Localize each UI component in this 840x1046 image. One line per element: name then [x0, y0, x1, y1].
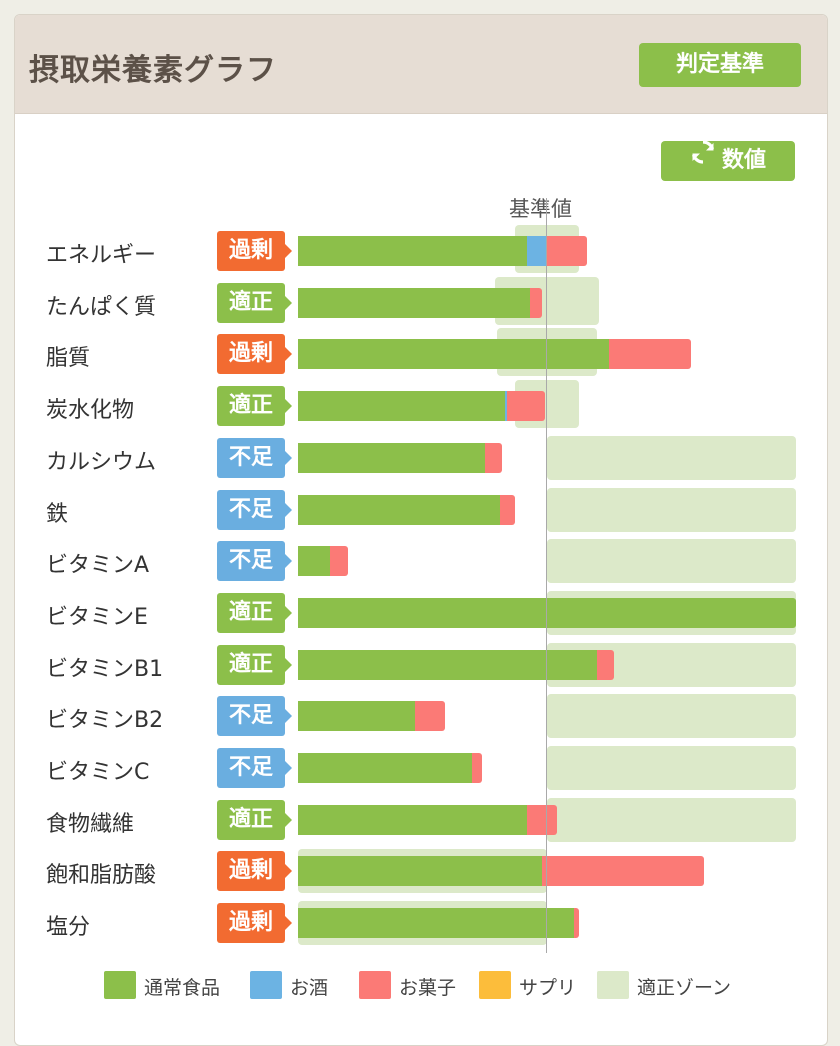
- appropriate-zone: [547, 797, 796, 842]
- bar-segment-normal: [298, 236, 528, 266]
- legend-label-normal: 通常食品: [144, 977, 221, 999]
- status-badge: 不足: [217, 489, 292, 530]
- chart-row: 脂質 過剰: [15, 328, 827, 384]
- category-label: ビタミンA: [46, 553, 150, 579]
- bar-segment-snacks: [547, 236, 587, 266]
- bar-segment-normal: [298, 856, 543, 887]
- criteria-button[interactable]: 判定基準: [639, 43, 801, 87]
- bar-segment-snacks: [574, 908, 580, 939]
- legend-swatch-snacks: [359, 971, 391, 999]
- legend-swatch-zone: [597, 971, 629, 999]
- category-label: エネルギー: [46, 243, 157, 268]
- chart-row: ビタミンE 適正: [15, 590, 827, 643]
- bar-segment-normal: [298, 908, 575, 939]
- bar-segment-snacks: [484, 442, 503, 473]
- category-label: 飽和脂肪酸: [46, 863, 157, 889]
- bar-segment-normal: [298, 442, 485, 473]
- category-label: 塩分: [46, 915, 91, 941]
- category-label: カルシウム: [46, 449, 157, 475]
- bar-segment-normal: [298, 649, 597, 680]
- status-badge: 適正: [217, 592, 292, 633]
- category-label: たんぱく質: [46, 294, 157, 320]
- bar-segment-snacks: [596, 649, 615, 680]
- value-button-label: 数値: [721, 148, 766, 173]
- bar-segment-snacks: [609, 339, 692, 370]
- chart-row: ビタミンB1 適正: [15, 642, 827, 695]
- bar-segment-snacks: [472, 753, 483, 783]
- chart-row: 食物繊維 適正: [15, 797, 827, 850]
- bar-segment-normal: [298, 287, 530, 318]
- card-header: 摂取栄養素グラフ 判定基準: [15, 15, 827, 114]
- bar-segment-normal: [298, 597, 796, 628]
- bar-segment-normal: [298, 753, 473, 783]
- bar-segment-alcohol: [504, 391, 508, 422]
- bar-segment-snacks: [527, 804, 557, 835]
- status-badge: 過剰: [217, 334, 292, 375]
- status-badge: 過剰: [217, 851, 292, 892]
- status-badge: 不足: [217, 696, 292, 737]
- status-badge: 適正: [217, 644, 292, 685]
- status-badge: 不足: [217, 437, 292, 478]
- refresh-icon: [690, 139, 716, 179]
- appropriate-zone: [547, 487, 796, 532]
- bar-segment-alcohol: [527, 236, 547, 266]
- legend-label-supplement: サプリ: [519, 977, 577, 999]
- bar-segment-snacks: [415, 701, 445, 732]
- category-label: ビタミンB1: [46, 656, 164, 682]
- bar-segment-normal: [298, 546, 331, 577]
- legend-label-zone: 適正ゾーン: [637, 977, 732, 999]
- bar-segment-snacks: [330, 546, 348, 577]
- legend: 通常食品 お酒 お菓子 サプリ 適正ゾーン: [15, 965, 827, 1005]
- status-badge: 適正: [217, 282, 292, 323]
- appropriate-zone: [547, 539, 796, 584]
- category-label: ビタミンE: [46, 604, 148, 630]
- status-badge: 不足: [217, 748, 292, 788]
- chart-row: 塩分 過剰: [15, 901, 827, 953]
- bar-segment-normal: [298, 391, 505, 422]
- legend-label-alcohol: お酒: [290, 977, 329, 999]
- status-badge: 適正: [217, 386, 292, 427]
- bar-segment-snacks: [529, 287, 542, 318]
- category-label: 脂質: [46, 346, 91, 372]
- status-badge: 不足: [217, 541, 292, 582]
- chart-row: カルシウム 不足: [15, 435, 827, 488]
- chart-row: たんぱく質 適正: [15, 276, 827, 333]
- bar-segment-normal: [298, 339, 610, 370]
- chart-row: 炭水化物 適正: [15, 380, 827, 436]
- chart-row: エネルギー 過剰: [15, 225, 827, 281]
- bar-segment-snacks: [499, 494, 515, 525]
- reference-label: 基準値: [509, 197, 572, 221]
- status-badge: 過剰: [217, 903, 292, 944]
- category-label: ビタミンC: [46, 760, 150, 785]
- chart-row: ビタミンC 不足: [15, 746, 827, 798]
- bar-segment-snacks: [542, 856, 704, 887]
- chart-row: 飽和脂肪酸 過剰: [15, 849, 827, 901]
- status-badge: 適正: [217, 799, 292, 840]
- appropriate-zone: [547, 694, 796, 739]
- category-label: 鉄: [46, 501, 69, 527]
- legend-swatch-normal: [104, 971, 136, 999]
- bar-segment-normal: [298, 494, 500, 525]
- chart-row: 鉄 不足: [15, 487, 827, 540]
- legend-swatch-alcohol: [250, 971, 282, 999]
- value-toggle-button[interactable]: 数値: [661, 139, 795, 181]
- card-title: 摂取栄養素グラフ: [29, 53, 277, 88]
- bar-segment-normal: [298, 804, 528, 835]
- chart-row: ビタミンB2 不足: [15, 694, 827, 746]
- bar-segment-snacks: [507, 391, 545, 422]
- status-badge: 過剰: [217, 231, 292, 271]
- legend-label-snacks: お菓子: [399, 977, 457, 999]
- legend-swatch-supplement: [479, 971, 511, 999]
- appropriate-zone: [547, 746, 796, 790]
- nutrient-graph-card: 摂取栄養素グラフ 判定基準 数値 基準値 エネルギー 過剰 たんぱく質 適正 脂質 過剰炭…: [14, 14, 828, 1046]
- category-label: 食物繊維: [46, 811, 135, 837]
- chart-row: ビタミンA 不足: [15, 539, 827, 591]
- reference-line: [546, 198, 547, 953]
- bar-segment-normal: [298, 701, 416, 732]
- category-label: 炭水化物: [46, 398, 135, 424]
- category-label: ビタミンB2: [46, 708, 164, 734]
- appropriate-zone: [547, 435, 796, 480]
